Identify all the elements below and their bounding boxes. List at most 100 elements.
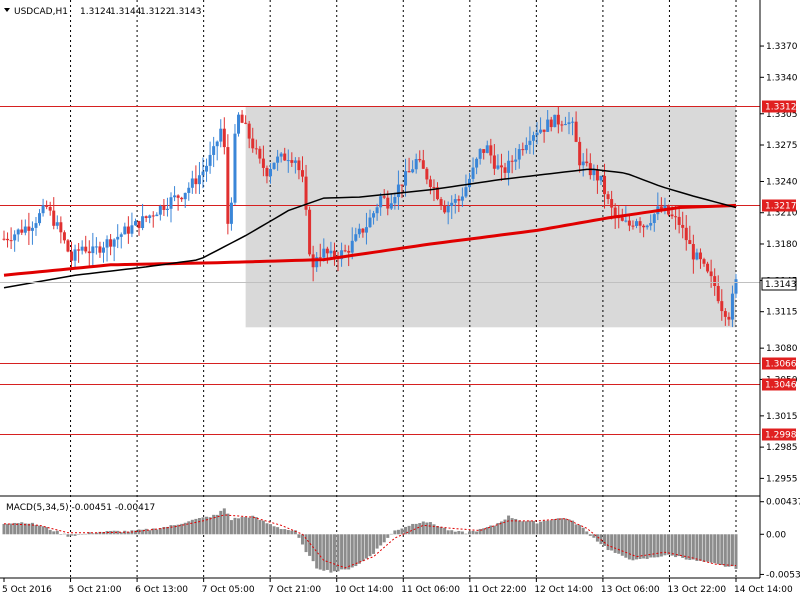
- candle-body: [332, 250, 336, 258]
- time-tick-label: 5 Oct 21:00: [69, 585, 122, 595]
- macd-bar: [2, 523, 6, 535]
- macd-bar: [169, 525, 173, 535]
- dropdown-triangle-icon[interactable]: [4, 8, 10, 12]
- candle-body: [272, 162, 276, 169]
- candle-body: [414, 159, 418, 170]
- macd-bar: [684, 534, 688, 560]
- time-tick-label: 7 Oct 05:00: [202, 585, 255, 595]
- candle-body: [162, 205, 166, 210]
- price-tick-label: 1.2985: [766, 443, 798, 453]
- candle-body: [304, 176, 308, 210]
- candle-body: [70, 251, 74, 261]
- candle-body: [517, 149, 521, 160]
- level-badge: [762, 199, 796, 212]
- macd-bar: [55, 530, 59, 535]
- macd-bar: [116, 530, 120, 535]
- candle-body: [357, 228, 361, 235]
- macd-bar: [556, 518, 560, 535]
- candle-body: [101, 247, 105, 253]
- candle-body: [723, 311, 727, 317]
- candle-body: [59, 222, 63, 233]
- macd-bar: [297, 534, 301, 538]
- time-tick-label: 11 Oct 22:00: [468, 585, 527, 595]
- candle-body: [258, 148, 262, 159]
- ohlc-close: 1.3143: [170, 7, 202, 17]
- candle-body: [197, 175, 201, 185]
- level-badge-label: 1.3312: [765, 103, 797, 113]
- macd-bar: [158, 528, 162, 535]
- candle-body: [382, 196, 386, 198]
- macd-bar: [635, 534, 639, 560]
- candle-body: [446, 206, 450, 213]
- time-axis[interactable]: 5 Oct 2016 5 Oct 21:00 6 Oct 13:00 7 Oct 05…: [2, 578, 793, 595]
- macd-bar: [357, 534, 361, 564]
- candle-body: [478, 149, 482, 159]
- macd-bar: [84, 533, 88, 535]
- macd-bar: [478, 528, 482, 535]
- macd-bar: [13, 522, 17, 535]
- macd-bar: [460, 531, 464, 535]
- candle-body: [151, 215, 155, 217]
- candle-body: [418, 159, 422, 161]
- candle-body: [574, 121, 578, 142]
- macd-bar: [592, 534, 596, 538]
- macd-bar: [372, 534, 376, 554]
- macd-bar: [418, 523, 422, 535]
- macd-bar: [279, 529, 283, 535]
- macd-bar: [133, 530, 137, 535]
- macd-bar: [539, 521, 543, 535]
- candle-body: [23, 226, 27, 233]
- current-price-label: 1.3143: [765, 280, 797, 290]
- macd-bar: [258, 519, 262, 535]
- candle-body: [546, 119, 550, 132]
- macd-bar: [393, 530, 397, 535]
- candle-body: [521, 149, 525, 151]
- macd-bar: [9, 523, 13, 535]
- macd-bar: [226, 513, 230, 535]
- macd-bar: [571, 520, 575, 535]
- level-badge-label: 1.3217: [765, 202, 797, 212]
- macd-bar: [567, 519, 571, 535]
- ohlc-low: 1.3122: [140, 7, 172, 17]
- macd-bar: [649, 534, 653, 558]
- macd-bar: [251, 515, 255, 535]
- price-pane[interactable]: [0, 0, 760, 578]
- candle-body: [450, 202, 454, 207]
- macd-bar: [695, 534, 699, 561]
- candle-body: [713, 276, 717, 287]
- macd-bar: [283, 529, 287, 535]
- macd-pane[interactable]: [2, 508, 738, 573]
- time-tick-label: 13 Oct 06:00: [601, 585, 660, 595]
- candle-body: [560, 124, 564, 126]
- macd-bar: [272, 526, 276, 535]
- macd-bar: [16, 523, 20, 535]
- candle-body: [265, 167, 269, 177]
- candles: [2, 106, 738, 328]
- candle-body: [361, 228, 365, 233]
- candle-body: [91, 246, 95, 254]
- macd-bar: [315, 534, 319, 569]
- ma-fast-line: [3, 168, 737, 289]
- macd-tick-label: 0.00437: [766, 498, 800, 508]
- candle-body: [471, 167, 475, 179]
- macd-bar: [521, 521, 525, 535]
- chart-header: USDCAD,H1 1.3124 1.3144 1.3122 1.3143: [4, 7, 202, 17]
- macd-bar: [439, 526, 443, 535]
- candle-body: [169, 197, 173, 209]
- candle-body: [41, 205, 45, 214]
- macd-bar: [489, 525, 493, 535]
- macd-axis[interactable]: 0.00437 0.00 -0.00539: [760, 498, 800, 581]
- macd-bar: [709, 534, 713, 563]
- candle-body: [105, 239, 109, 248]
- candle-body: [727, 316, 731, 320]
- candle-body: [130, 225, 134, 234]
- candle-body: [439, 199, 443, 206]
- candle-body: [663, 205, 667, 211]
- macd-tick-label: 0.00: [766, 530, 786, 540]
- macd-bar: [549, 520, 553, 535]
- candle-body: [603, 175, 607, 195]
- macd-histogram: [2, 508, 738, 573]
- macd-bar: [41, 526, 45, 535]
- macd-bar: [59, 534, 63, 535]
